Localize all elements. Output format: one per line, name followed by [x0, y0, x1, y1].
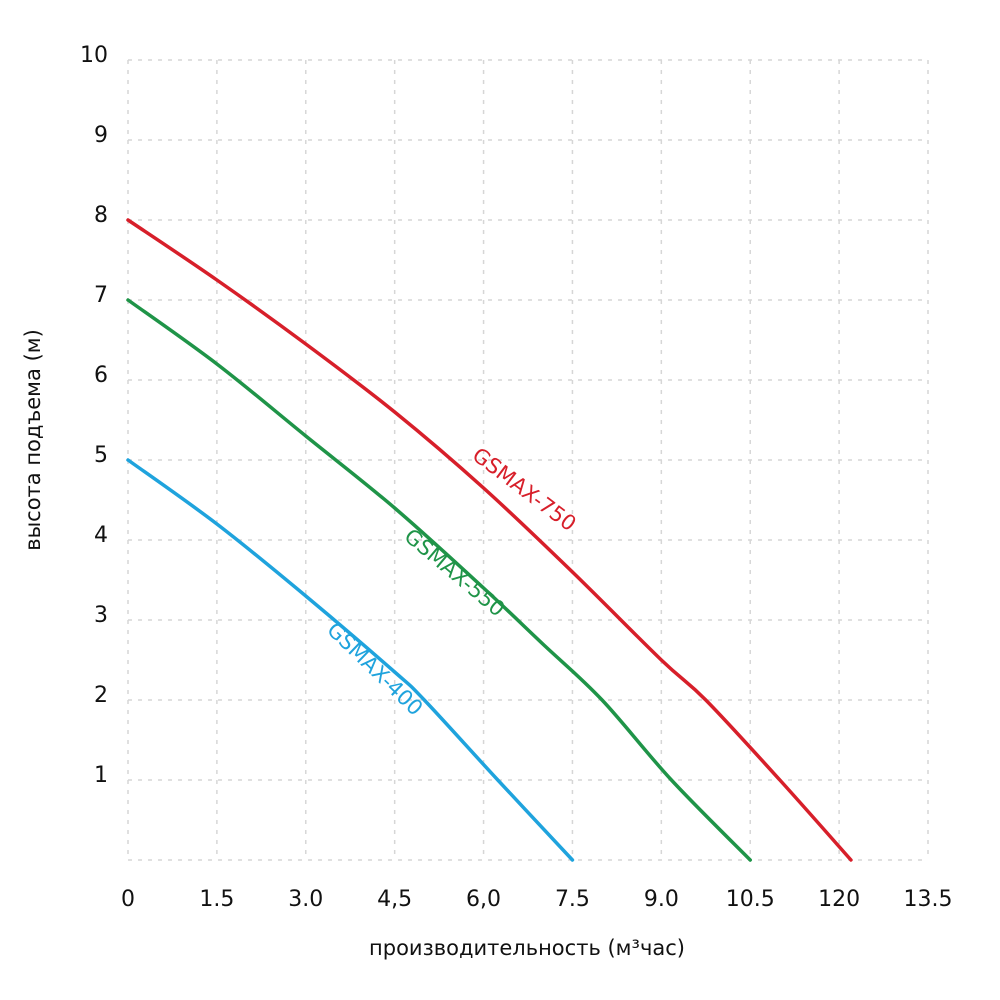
- y-tick-label: 2: [94, 683, 108, 708]
- y-tick-label: 7: [94, 283, 108, 308]
- series-line-gsmax-750: [126, 218, 853, 862]
- series-label: GSMAX-550: [400, 524, 510, 622]
- x-tick-label: 3.0: [288, 887, 323, 912]
- y-axis-ticks: 1 2 3 4 5 6 7 8 9 10: [80, 43, 108, 788]
- x-tick-label: 0: [121, 887, 135, 912]
- series-line-gsmax-400: [126, 458, 575, 862]
- grid: [127, 59, 929, 861]
- x-tick-label: 4,5: [377, 887, 412, 912]
- y-tick-label: 9: [94, 123, 108, 148]
- y-axis-label: высота подъема (м): [21, 329, 45, 551]
- y-tick-label: 1: [94, 763, 108, 788]
- x-axis-label: производительность (м³час): [369, 936, 685, 960]
- y-tick-label: 5: [94, 443, 108, 468]
- x-tick-label: 120: [818, 887, 860, 912]
- x-tick-label: 7.5: [555, 887, 590, 912]
- x-tick-label: 9.0: [644, 887, 679, 912]
- y-tick-label: 3: [94, 603, 108, 628]
- series-line-gsmax-550: [126, 298, 752, 862]
- y-tick-label: 10: [80, 43, 108, 68]
- x-tick-label: 6,0: [466, 887, 501, 912]
- y-tick-label: 4: [94, 523, 108, 548]
- x-tick-label: 1.5: [199, 887, 234, 912]
- y-tick-label: 6: [94, 363, 108, 388]
- x-axis-ticks: 0 1.5 3.0 4,5 6,0 7.5 9.0 10.5 120 13.5: [121, 887, 952, 912]
- x-tick-label: 10.5: [726, 887, 775, 912]
- series-curves: [126, 218, 853, 862]
- series-label: GSMAX-400: [322, 618, 427, 721]
- x-tick-label: 13.5: [904, 887, 953, 912]
- y-tick-label: 8: [94, 203, 108, 228]
